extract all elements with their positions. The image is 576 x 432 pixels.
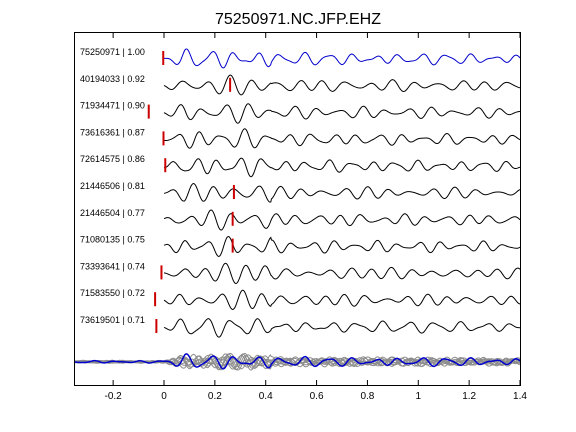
trace-label: 71080135 | 0.75 bbox=[80, 235, 145, 245]
x-tick-label: -0.2 bbox=[105, 391, 123, 402]
trace-row: 73393641 | 0.74 bbox=[80, 261, 521, 285]
trace-label: 75250971 | 1.00 bbox=[80, 47, 145, 57]
trace-row: 73619501 | 0.71 bbox=[80, 315, 521, 338]
trace-row: 71583550 | 0.72 bbox=[80, 288, 521, 310]
trace-row: 21446506 | 0.81 bbox=[80, 181, 521, 203]
trace-row: 75250971 | 1.00 bbox=[80, 47, 521, 69]
trace-label: 21446506 | 0.81 bbox=[80, 181, 145, 191]
trace-row: 73616361 | 0.87 bbox=[80, 127, 521, 149]
trace-line bbox=[163, 289, 521, 310]
trace-row: 71080135 | 0.75 bbox=[80, 235, 521, 257]
axes-frame bbox=[74, 32, 521, 386]
x-tick-label: 0.4 bbox=[259, 391, 273, 402]
chart-title: 75250971.NC.JFP.EHZ bbox=[215, 11, 381, 28]
trace-label: 40194033 | 0.92 bbox=[80, 74, 145, 84]
trace-line bbox=[163, 209, 521, 231]
trace-label: 73616361 | 0.87 bbox=[80, 127, 145, 137]
x-tick-label: 0.8 bbox=[360, 391, 374, 402]
trace-line bbox=[163, 48, 521, 69]
x-axis: -0.2 0 0.2 0.4 0.6 0.8 1 1.2 1.4 bbox=[105, 33, 527, 402]
trace-label: 73393641 | 0.74 bbox=[80, 261, 145, 271]
x-tick-label: 0 bbox=[161, 391, 167, 402]
trace-row: 72614575 | 0.86 bbox=[80, 154, 521, 178]
plot-area: 75250971 | 1.00 40194033 | 0.92 71934471 |… bbox=[74, 47, 521, 371]
trace-row: 71934471 | 0.90 bbox=[80, 101, 521, 124]
trace-line bbox=[163, 318, 521, 338]
trace-label: 71934471 | 0.90 bbox=[80, 101, 145, 111]
trace-line bbox=[163, 157, 521, 178]
trace-label: 21446504 | 0.77 bbox=[80, 208, 145, 218]
x-tick-label: 0.2 bbox=[208, 391, 222, 402]
trace-line bbox=[163, 128, 521, 149]
trace-row: 40194033 | 0.92 bbox=[80, 74, 521, 96]
stack-reference-line bbox=[74, 353, 521, 370]
stack-trace-line bbox=[74, 354, 521, 371]
trace-line bbox=[163, 262, 521, 285]
trace-line bbox=[163, 183, 521, 203]
trace-label: 72614575 | 0.86 bbox=[80, 154, 145, 164]
x-tick-label: 0.6 bbox=[310, 391, 324, 402]
trace-line bbox=[163, 74, 521, 96]
stack-overlay bbox=[74, 352, 521, 371]
x-tick-label: 1.2 bbox=[462, 391, 476, 402]
trace-line bbox=[163, 103, 521, 124]
trace-row: 21446504 | 0.77 bbox=[80, 208, 521, 231]
x-tick-label: 1.4 bbox=[513, 391, 527, 402]
trace-label: 71583550 | 0.72 bbox=[80, 288, 145, 298]
trace-line bbox=[163, 235, 521, 257]
x-tick-label: 1 bbox=[416, 391, 422, 402]
trace-label: 73619501 | 0.71 bbox=[80, 315, 145, 325]
